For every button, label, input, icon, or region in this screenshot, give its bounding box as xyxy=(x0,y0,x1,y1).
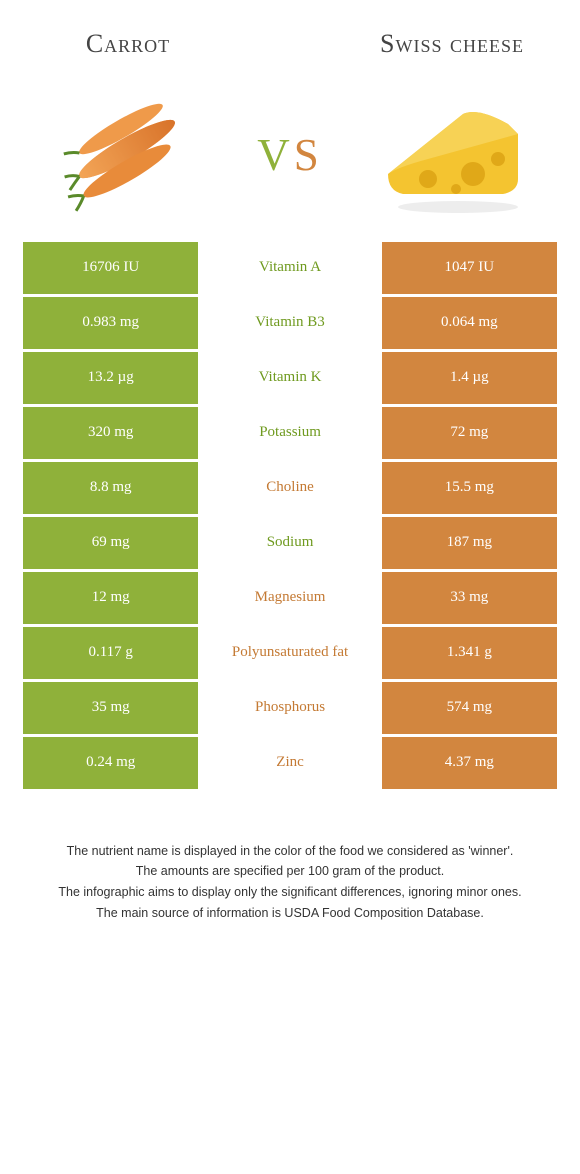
table-row: 16706 IUVitamin A1047 IU xyxy=(23,242,557,294)
right-value-cell: 15.5 mg xyxy=(382,462,557,514)
left-food-title: Carrot xyxy=(20,30,236,59)
carrot-icon xyxy=(42,79,212,219)
left-value-cell: 13.2 µg xyxy=(23,352,198,404)
nutrient-name-cell: Vitamin B3 xyxy=(201,297,378,349)
image-row: vs xyxy=(0,69,580,239)
right-value-cell: 33 mg xyxy=(382,572,557,624)
left-value-cell: 35 mg xyxy=(23,682,198,734)
footnote-line: The main source of information is USDA F… xyxy=(30,904,550,923)
left-value-cell: 12 mg xyxy=(23,572,198,624)
table-row: 0.24 mgZinc4.37 mg xyxy=(23,737,557,789)
left-value-cell: 69 mg xyxy=(23,517,198,569)
footnote-line: The infographic aims to display only the… xyxy=(30,883,550,902)
vs-label: vs xyxy=(257,112,323,186)
left-value-cell: 8.8 mg xyxy=(23,462,198,514)
left-value-cell: 0.117 g xyxy=(23,627,198,679)
table-row: 0.983 mgVitamin B30.064 mg xyxy=(23,297,557,349)
footnote-line: The amounts are specified per 100 gram o… xyxy=(30,862,550,881)
right-value-cell: 0.064 mg xyxy=(382,297,557,349)
nutrient-name-cell: Magnesium xyxy=(201,572,378,624)
nutrient-name-cell: Zinc xyxy=(201,737,378,789)
nutrient-name-cell: Polyunsaturated fat xyxy=(201,627,378,679)
left-value-cell: 0.24 mg xyxy=(23,737,198,789)
vs-s: s xyxy=(294,113,323,184)
right-value-cell: 4.37 mg xyxy=(382,737,557,789)
vs-v: v xyxy=(257,113,294,184)
right-value-cell: 574 mg xyxy=(382,682,557,734)
table-row: 8.8 mgCholine15.5 mg xyxy=(23,462,557,514)
header-row: Carrot Swiss cheese xyxy=(0,0,580,69)
table-row: 13.2 µgVitamin K1.4 µg xyxy=(23,352,557,404)
table-row: 320 mgPotassium72 mg xyxy=(23,407,557,459)
left-value-cell: 320 mg xyxy=(23,407,198,459)
right-value-cell: 1.4 µg xyxy=(382,352,557,404)
left-value-cell: 0.983 mg xyxy=(23,297,198,349)
table-row: 69 mgSodium187 mg xyxy=(23,517,557,569)
table-row: 35 mgPhosphorus574 mg xyxy=(23,682,557,734)
nutrient-name-cell: Potassium xyxy=(201,407,378,459)
nutrient-name-cell: Choline xyxy=(201,462,378,514)
right-value-cell: 1047 IU xyxy=(382,242,557,294)
nutrient-name-cell: Phosphorus xyxy=(201,682,378,734)
cheese-icon xyxy=(368,79,538,219)
table-row: 12 mgMagnesium33 mg xyxy=(23,572,557,624)
right-value-cell: 1.341 g xyxy=(382,627,557,679)
left-value-cell: 16706 IU xyxy=(23,242,198,294)
footnote-line: The nutrient name is displayed in the co… xyxy=(30,842,550,861)
table-row: 0.117 gPolyunsaturated fat1.341 g xyxy=(23,627,557,679)
nutrient-name-cell: Vitamin A xyxy=(201,242,378,294)
right-value-cell: 72 mg xyxy=(382,407,557,459)
right-value-cell: 187 mg xyxy=(382,517,557,569)
nutrient-name-cell: Sodium xyxy=(201,517,378,569)
right-food-title: Swiss cheese xyxy=(344,30,560,59)
nutrient-name-cell: Vitamin K xyxy=(201,352,378,404)
comparison-table: 16706 IUVitamin A1047 IU0.983 mgVitamin … xyxy=(20,239,560,792)
footnotes: The nutrient name is displayed in the co… xyxy=(0,792,580,945)
